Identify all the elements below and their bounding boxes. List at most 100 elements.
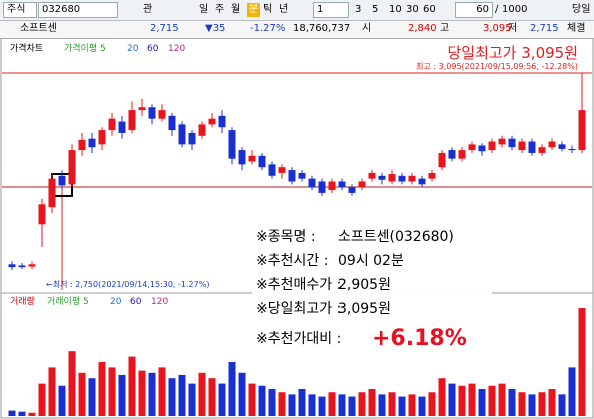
overlay-label: ※추천가대비 :	[256, 331, 341, 347]
volume-bar	[78, 372, 86, 416]
volume-bar	[138, 370, 146, 416]
legend-entry: 60	[130, 297, 142, 307]
volume-bar	[448, 383, 456, 416]
candle-body	[108, 118, 116, 131]
candle-body	[178, 124, 186, 145]
candle-body	[538, 147, 546, 153]
candle-body	[138, 107, 146, 111]
volume-bar	[418, 396, 426, 416]
volume-bar	[158, 367, 166, 416]
volume-bar	[508, 389, 516, 416]
volume-bar	[68, 351, 76, 416]
candle-body	[548, 141, 556, 148]
legend-entry: 120	[168, 44, 185, 54]
volume-bar	[18, 411, 26, 416]
code-input[interactable]: 032680	[38, 2, 118, 18]
overlay-value: 09시 02분	[338, 253, 404, 269]
volume-bar	[218, 383, 226, 416]
candle-body	[58, 175, 66, 186]
candle-body	[368, 172, 376, 179]
high-note: 최고 : 3,095(2021/09/15,09:56, -12.28%)	[416, 61, 578, 71]
volume-bar	[308, 394, 316, 416]
candle-body	[498, 138, 506, 145]
volume-bar	[568, 367, 576, 416]
info-bar: 소프트센 2,715 ▼35 -1.27% 18,760,737 시 2,840…	[0, 21, 594, 39]
minute-button[interactable]: 5	[372, 4, 379, 15]
volume-bar	[108, 367, 116, 416]
minute-button[interactable]: 30	[406, 4, 419, 15]
volume-bar	[128, 356, 136, 416]
volume-bar	[168, 378, 176, 416]
volume-bar	[538, 392, 546, 416]
low-label: 저	[508, 23, 518, 34]
code: 032680	[42, 4, 81, 15]
candle-body	[428, 172, 436, 179]
volume-bar	[488, 385, 496, 416]
volume-bar	[148, 372, 156, 416]
candle-body	[348, 187, 356, 193]
legend-entry: 가격차트	[10, 42, 43, 54]
frame	[0, 38, 594, 419]
minute-button[interactable]: 60	[423, 4, 436, 15]
legend-entry: 60	[147, 44, 159, 54]
volume-bar	[338, 394, 346, 416]
volume-bar	[118, 374, 126, 416]
candle-body	[118, 121, 126, 133]
candle-body	[298, 172, 306, 179]
volume-bar	[258, 385, 266, 416]
candle-body	[578, 110, 586, 151]
volume-bar	[438, 378, 446, 416]
minute-button[interactable]: 3	[355, 4, 362, 15]
volume-bar	[228, 362, 236, 416]
volume-bar	[48, 367, 56, 416]
minute-button[interactable]: 10	[389, 4, 402, 15]
stock-name: 소프트센	[20, 23, 57, 34]
volume-bar	[188, 383, 196, 416]
volume-bar	[278, 392, 286, 416]
candle-body	[228, 130, 236, 159]
volume-bar	[388, 392, 396, 416]
volume-bar	[498, 383, 506, 416]
volume-bar	[178, 374, 186, 416]
legend-entry: 20	[110, 297, 122, 307]
candle-body	[558, 144, 566, 149]
candle-body	[68, 150, 76, 185]
count-input[interactable]: 60	[455, 2, 493, 18]
candle-body	[128, 110, 136, 131]
volume-bar	[558, 394, 566, 416]
candle-body	[38, 204, 46, 225]
candle-body	[288, 170, 296, 182]
period-button[interactable]: 주	[215, 4, 225, 15]
unit-select[interactable]: 1	[313, 2, 349, 18]
watch-button[interactable]: 관	[143, 4, 153, 15]
candle-body	[338, 181, 346, 188]
unit: 1	[317, 4, 324, 15]
candle-body	[148, 107, 156, 119]
overlay-value: 2,905원	[338, 277, 391, 293]
market-select[interactable]: 주식	[3, 2, 37, 18]
trade-tab[interactable]: 체결	[567, 23, 586, 34]
candle-body	[198, 124, 206, 136]
period-button[interactable]: 틱	[263, 4, 273, 15]
candle-body	[468, 144, 476, 151]
period-button[interactable]: 월	[231, 4, 241, 15]
period-button[interactable]: 년	[279, 4, 289, 15]
market: 주식	[7, 4, 26, 15]
volume-bar	[288, 394, 296, 416]
overlay-label: ※추천매수가 :	[256, 277, 341, 293]
overlay-value: +6.18%	[372, 326, 467, 351]
legend-entry: 20	[127, 44, 139, 54]
today-toggle[interactable]: 당일	[572, 4, 591, 15]
rate: -1.27%	[250, 23, 286, 34]
candle-body	[388, 174, 396, 182]
candle-body	[448, 150, 456, 159]
high: 3,095	[483, 23, 512, 34]
price: 2,715	[150, 23, 179, 34]
candle-body	[218, 115, 226, 128]
overlay-value: 3,095원	[338, 301, 391, 317]
volume-bar	[98, 362, 106, 416]
period-button[interactable]: 분	[247, 3, 261, 17]
candle-body	[518, 141, 526, 151]
period-button[interactable]: 일	[199, 4, 209, 15]
